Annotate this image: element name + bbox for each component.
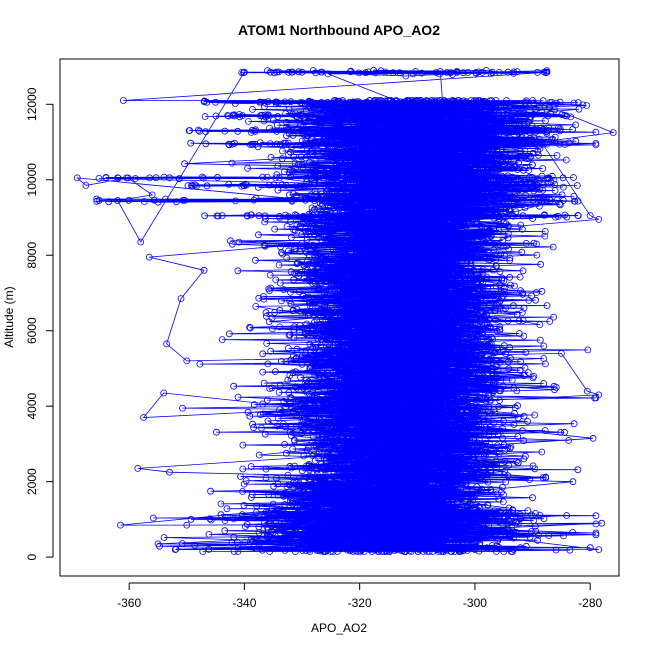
data-point (291, 462, 299, 470)
data-point (179, 404, 186, 412)
data-point (362, 164, 370, 171)
data-point (479, 471, 487, 479)
data-point (540, 380, 547, 387)
data-point (315, 286, 322, 294)
data-point (274, 186, 282, 194)
data-point (465, 340, 473, 348)
data-point (365, 500, 373, 508)
data-point (306, 158, 314, 166)
data-point (499, 520, 507, 528)
data-point (483, 462, 490, 470)
data-point (524, 507, 532, 515)
chart-title: ATOM1 Northbound APO_AO2 (238, 22, 440, 38)
data-point (346, 140, 354, 148)
data-point (258, 546, 266, 554)
data-point (256, 411, 264, 419)
plot-frame (59, 58, 620, 577)
data-point (275, 261, 283, 269)
data-point (513, 105, 521, 113)
data-point (248, 491, 256, 499)
data-point (534, 536, 541, 544)
data-point (314, 307, 322, 315)
data-point (181, 160, 189, 168)
data-point (278, 155, 286, 163)
data-point (205, 545, 213, 553)
data-point (484, 238, 492, 246)
data-point (319, 464, 327, 472)
data-point (433, 324, 441, 332)
data-point (372, 268, 380, 276)
data-point (348, 431, 356, 439)
data-point (288, 233, 295, 241)
data-point (149, 514, 157, 522)
data-point (560, 532, 567, 540)
data-point (254, 537, 262, 545)
data-series-layer (73, 66, 617, 555)
data-point (472, 297, 480, 305)
data-point (241, 538, 249, 546)
data-point (172, 545, 180, 553)
data-point (551, 386, 558, 394)
data-point (256, 539, 264, 547)
data-point (295, 288, 303, 296)
